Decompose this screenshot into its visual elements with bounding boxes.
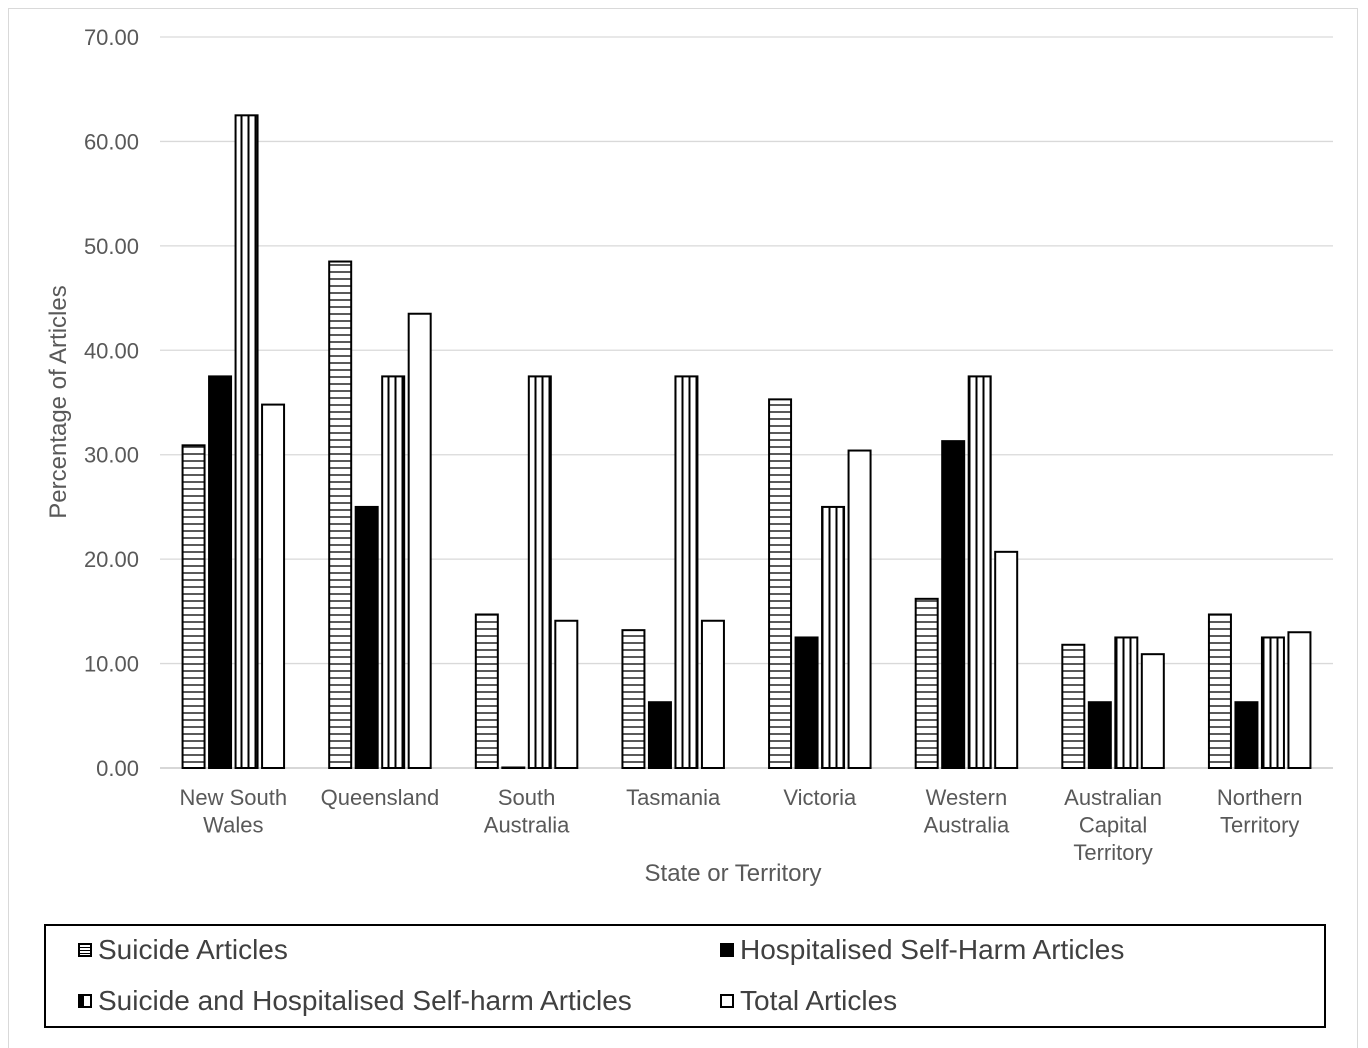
y-tick-label: 20.00 xyxy=(84,547,139,572)
y-tick-label: 60.00 xyxy=(84,129,139,154)
bar xyxy=(647,701,672,770)
y-axis-title: Percentage of Articles xyxy=(45,285,72,518)
bar xyxy=(768,398,793,769)
legend: Suicide Articles Hospitalised Self-Harm … xyxy=(44,924,1326,1028)
bar xyxy=(847,449,872,769)
x-tick-label: Western Australia xyxy=(924,785,1010,838)
y-axis-tick-labels: 0.00 10.00 20.00 30.00 40.00 50.00 60.00 70.00 xyxy=(84,25,139,781)
bar xyxy=(821,505,846,769)
bar xyxy=(914,597,939,770)
bar xyxy=(674,375,699,769)
x-axis-tick-labels: New South Wales Queensland South Australia Ta… xyxy=(180,785,1303,865)
x-tick-label: Queensland xyxy=(321,785,440,810)
y-tick-label: 40.00 xyxy=(84,338,139,363)
y-tick-label: 30.00 xyxy=(84,443,139,468)
bar xyxy=(407,312,432,769)
legend-item-suicide: Suicide Articles xyxy=(78,934,288,966)
solid-swatch-icon xyxy=(720,943,734,957)
bar xyxy=(1234,701,1259,770)
bar xyxy=(794,636,819,770)
hlines-swatch-icon xyxy=(78,943,92,957)
x-tick-label: Victoria xyxy=(783,785,857,810)
bar xyxy=(501,766,526,769)
bar xyxy=(621,629,646,770)
y-tick-label: 50.00 xyxy=(84,234,139,259)
bar xyxy=(554,619,579,770)
bar xyxy=(700,619,725,770)
bar xyxy=(1061,643,1086,770)
x-tick-label: Northern Territory xyxy=(1217,785,1303,838)
bar xyxy=(328,260,353,769)
y-tick-label: 70.00 xyxy=(84,25,139,50)
bar xyxy=(1114,636,1139,770)
legend-item-hospitalised-self-harm: Hospitalised Self-Harm Articles xyxy=(720,934,1124,966)
bar xyxy=(1287,631,1312,769)
bar xyxy=(234,114,259,770)
bar xyxy=(181,444,206,769)
y-tick-label: 0.00 xyxy=(96,756,139,781)
legend-label: Hospitalised Self-Harm Articles xyxy=(740,934,1125,965)
bars xyxy=(181,114,1312,770)
legend-label: Suicide and Hospitalised Self-harm Artic… xyxy=(98,985,632,1016)
legend-item-total: Total Articles xyxy=(720,985,897,1017)
bar xyxy=(261,403,286,769)
y-tick-label: 10.00 xyxy=(84,652,139,677)
x-axis-title: State or Territory xyxy=(645,860,822,887)
bar xyxy=(208,375,233,769)
bar xyxy=(474,613,499,769)
bar xyxy=(967,375,992,769)
x-tick-label: New South Wales xyxy=(180,785,288,838)
bar xyxy=(1260,636,1285,770)
legend-label: Suicide Articles xyxy=(98,934,288,965)
legend-label: Total Articles xyxy=(740,985,898,1016)
x-tick-label: Tasmania xyxy=(626,785,721,810)
x-tick-label: Australian Capital Territory xyxy=(1064,785,1162,865)
bar xyxy=(381,375,406,769)
vlines-swatch-icon xyxy=(78,994,92,1008)
bar xyxy=(994,550,1019,770)
x-tick-label: South Australia xyxy=(484,785,570,838)
bar xyxy=(941,440,966,769)
bar xyxy=(354,505,379,769)
bar xyxy=(1140,653,1165,769)
bar xyxy=(1207,613,1232,769)
bar xyxy=(527,375,552,769)
white-swatch-icon xyxy=(720,994,734,1008)
legend-item-suicide-and-self-harm: Suicide and Hospitalised Self-harm Artic… xyxy=(78,985,632,1017)
bar xyxy=(1087,701,1112,770)
chart-frame xyxy=(8,8,1358,1048)
